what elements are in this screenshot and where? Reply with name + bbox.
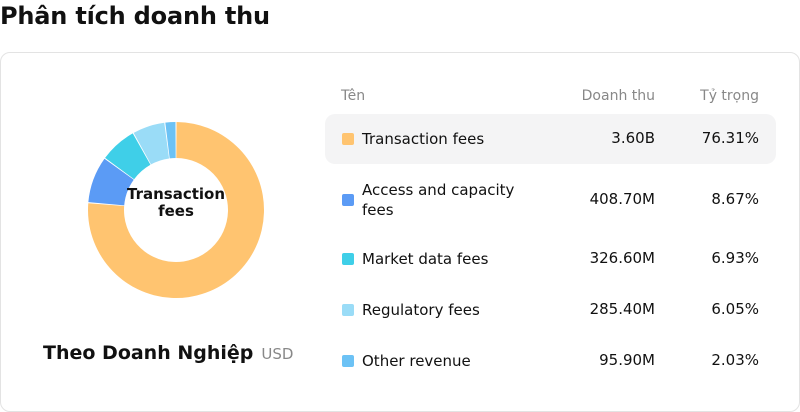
header-name: Tên: [341, 88, 366, 104]
donut-slice-regulatory-fees[interactable]: [133, 122, 170, 165]
legend-swatch: [342, 194, 354, 206]
legend-swatch: [342, 304, 354, 316]
donut-slice-market-data-fees[interactable]: [105, 133, 151, 180]
legend-name: Access and capacity fees: [362, 181, 515, 219]
legend-name: Other revenue: [362, 352, 471, 370]
legend-revenue: 95.90M: [599, 351, 655, 369]
legend-name: Market data fees: [362, 250, 489, 268]
donut-slice-other-revenue[interactable]: [165, 122, 176, 159]
subtitle-text: Theo Doanh Nghiệp: [43, 342, 254, 364]
legend-swatch: [342, 253, 354, 265]
legend-name: Regulatory fees: [362, 301, 480, 319]
legend-swatch: [342, 133, 354, 145]
legend-share: 8.67%: [711, 190, 759, 208]
currency-unit: USD: [261, 345, 294, 363]
legend-row-regulatory-fees[interactable]: Regulatory fees 285.40M 6.05%: [325, 285, 776, 335]
header-revenue: Doanh thu: [581, 88, 655, 104]
legend-row-other-revenue[interactable]: Other revenue 95.90M 2.03%: [325, 336, 776, 386]
page-title: Phân tích doanh thu: [0, 2, 270, 30]
legend-row-transaction-fees[interactable]: Transaction fees 3.60B 76.31%: [325, 114, 776, 164]
legend-revenue: 326.60M: [589, 249, 655, 267]
header-share: Tỷ trọng: [700, 88, 759, 104]
legend-name: Transaction fees: [362, 130, 485, 148]
legend-share: 6.05%: [711, 300, 759, 318]
legend-swatch: [342, 355, 354, 367]
legend-share: 76.31%: [701, 129, 759, 147]
legend-share: 6.93%: [711, 249, 759, 267]
donut-slice-access-and-capacity-fees[interactable]: [88, 158, 134, 206]
legend-revenue: 3.60B: [611, 129, 655, 147]
legend-revenue: 285.40M: [589, 300, 655, 318]
legend-row-access-and-capacity-fees[interactable]: Access and capacity fees 408.70M 8.67%: [325, 166, 776, 234]
chart-subtitle: Theo Doanh Nghiệp USD: [43, 342, 293, 368]
legend-share: 2.03%: [711, 351, 759, 369]
donut-svg: [88, 122, 265, 298]
revenue-analysis-card: Transaction fees Theo Doanh Nghiệp USD T…: [0, 52, 800, 412]
donut-center-label: Transaction fees: [126, 185, 226, 220]
donut-chart: Transaction fees: [86, 120, 266, 300]
legend-revenue: 408.70M: [589, 190, 655, 208]
legend-row-market-data-fees[interactable]: Market data fees 326.60M 6.93%: [325, 234, 776, 284]
donut-slice-transaction-fees[interactable]: [88, 122, 265, 298]
